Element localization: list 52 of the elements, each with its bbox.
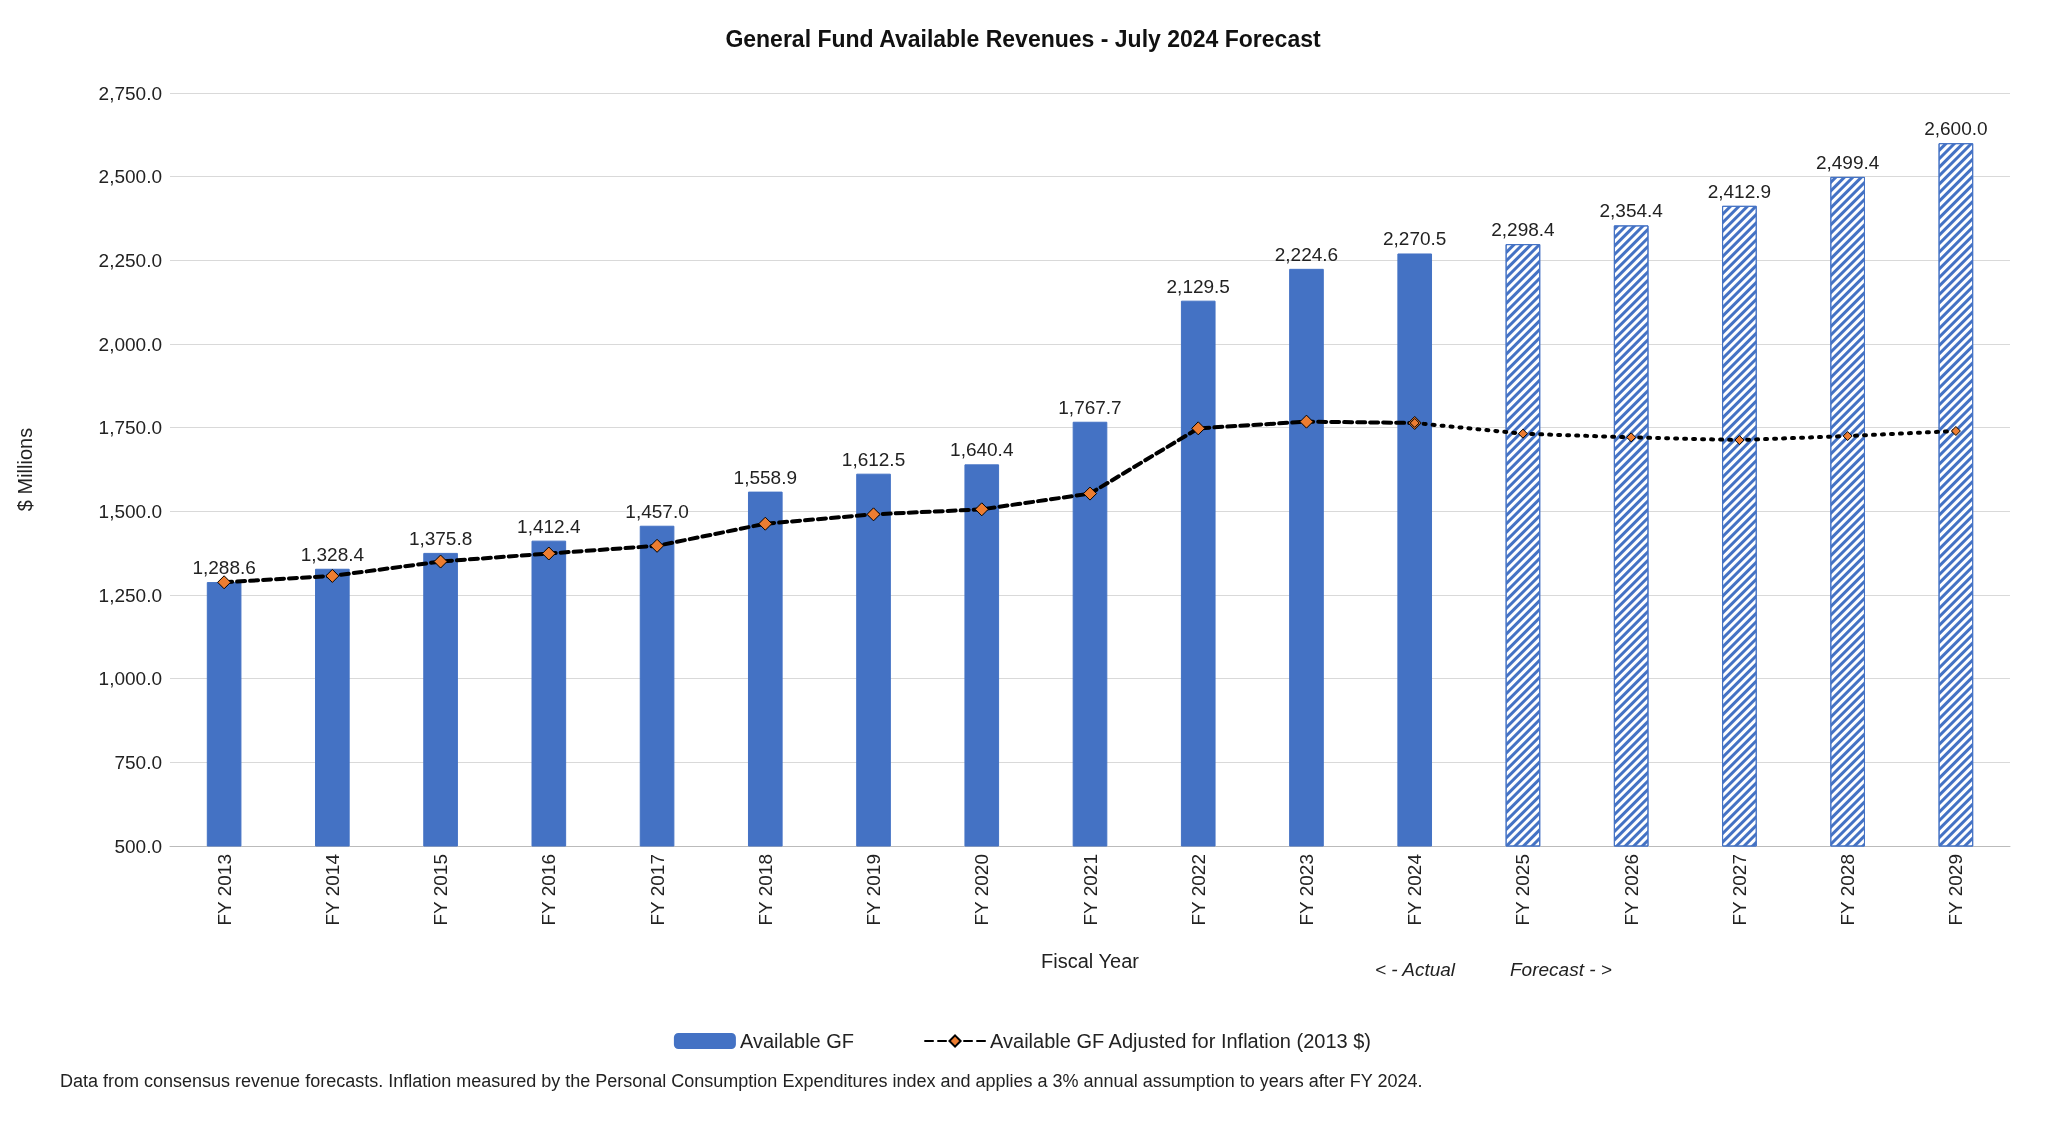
y-tick-label: 750.0	[114, 751, 162, 773]
data-label: 2,412.9	[1707, 180, 1772, 202]
data-label: 1,457.0	[625, 500, 689, 522]
x-tick-label: FY 2019	[863, 854, 885, 926]
data-label: 1,328.4	[300, 543, 365, 565]
x-tick-label: FY 2017	[646, 854, 668, 926]
x-tick-label: FY 2022	[1187, 854, 1209, 926]
x-axis-title: Fiscal Year	[1041, 950, 1140, 972]
data-label: 1,767.7	[1058, 396, 1122, 418]
x-tick-label: FY 2025	[1512, 854, 1534, 926]
x-tick-label: FY 2015	[430, 854, 452, 926]
legend-label: Available GF Adjusted for Inflation (2013 $)	[990, 1030, 1371, 1052]
data-label: 1,640.4	[950, 439, 1014, 461]
data-label: 1,558.9	[733, 466, 797, 488]
data-label: 2,224.6	[1274, 243, 1339, 265]
x-tick-label: FY 2027	[1728, 854, 1750, 926]
text: Forecast - >	[1510, 959, 1612, 980]
x-tick-label: FY 2026	[1620, 854, 1642, 926]
data-label: 1,412.4	[517, 515, 581, 537]
y-tick-label: 1,500.0	[98, 500, 162, 522]
data-label: 2,270.5	[1383, 228, 1447, 250]
y-tick-label: 1,750.0	[98, 417, 162, 439]
y-axis-title: $ Millions	[14, 427, 36, 512]
x-tick-label: FY 2018	[754, 854, 776, 926]
y-tick-label: 2,000.0	[98, 333, 162, 355]
y-tick-label: 2,750.0	[98, 82, 162, 104]
chart-title: General Fund Available Revenues - July 2024 Forecast	[725, 25, 1321, 52]
y-tick-label: 1,000.0	[98, 668, 162, 690]
legend-label: Available GF	[739, 1030, 855, 1052]
x-tick-label: FY 2029	[1945, 854, 1967, 926]
x-tick-label: FY 2024	[1404, 853, 1426, 926]
y-tick-label: 500.0	[114, 835, 162, 857]
data-label: 1,375.8	[408, 527, 473, 549]
y-tick-label: 1,250.0	[98, 584, 162, 606]
data-label: 2,600.0	[1924, 118, 1988, 140]
x-tick-label: FY 2028	[1837, 854, 1859, 926]
data-label: 2,499.4	[1815, 151, 1880, 173]
text: < - Actual	[1375, 959, 1456, 980]
y-tick-label: 2,250.0	[98, 249, 162, 271]
x-tick-label: FY 2016	[538, 854, 560, 926]
y-tick-label: 2,500.0	[98, 166, 162, 188]
text: Data from consensus revenue forecasts. Inflation measured by the Personal Consumption Expenditures index and applies a 3% annual assumption to years after FY 2024.	[60, 1071, 1423, 1091]
data-label: 1,288.6	[192, 557, 256, 579]
x-tick-label: FY 2020	[971, 854, 993, 926]
data-label: 2,298.4	[1491, 219, 1556, 241]
x-tick-label: FY 2014	[321, 853, 343, 926]
x-tick-label: FY 2023	[1295, 854, 1317, 926]
x-tick-label: FY 2021	[1079, 854, 1101, 926]
x-tick-label: FY 2013	[213, 854, 235, 926]
data-label: 1,612.5	[841, 448, 906, 470]
data-label: 2,129.5	[1166, 275, 1230, 297]
data-label: 2,354.4	[1599, 200, 1664, 222]
